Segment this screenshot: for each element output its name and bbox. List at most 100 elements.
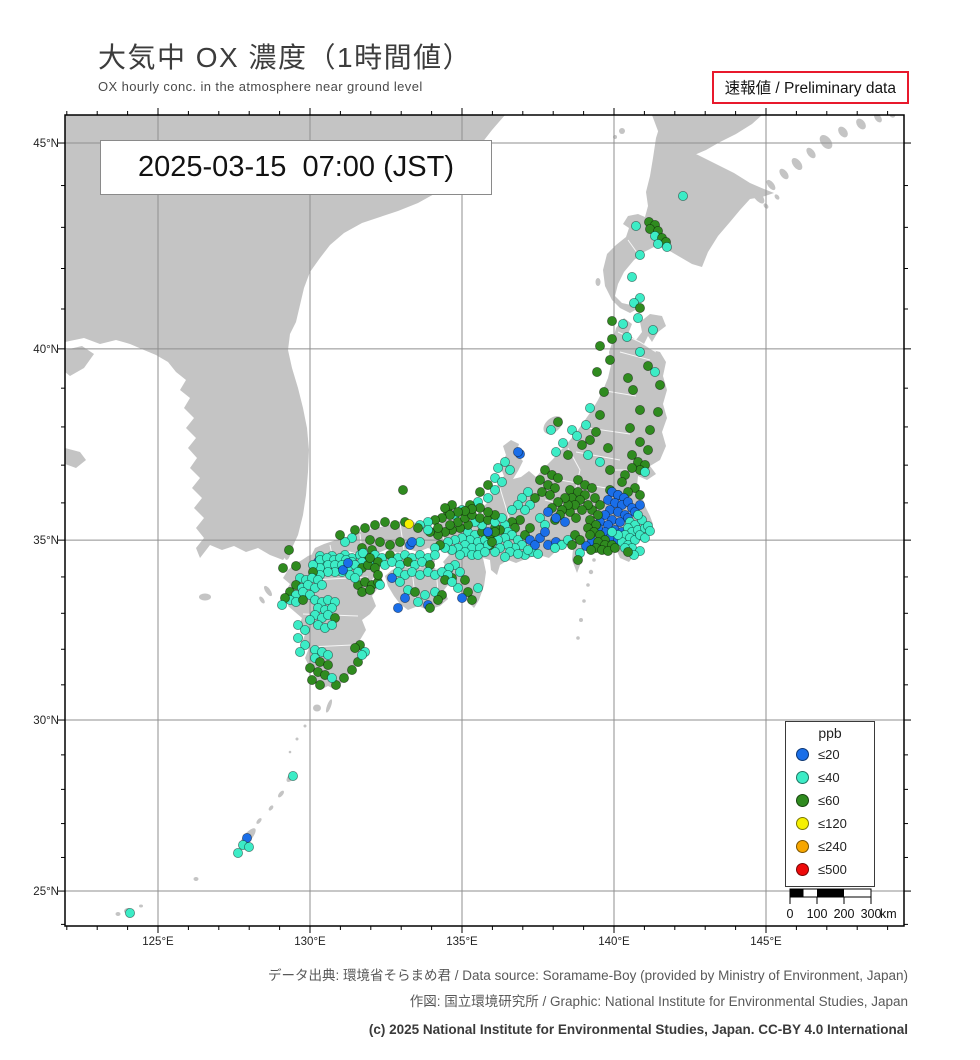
- landmass: [65, 448, 86, 468]
- station-dot: [635, 346, 646, 357]
- station-dot: [499, 456, 510, 467]
- station-dot: [550, 543, 561, 554]
- station-dot: [650, 366, 661, 377]
- prefecture-border: [399, 522, 405, 551]
- lat-axis-label: 40°N: [33, 344, 59, 356]
- station-dot: [653, 238, 664, 249]
- station-dot: [364, 585, 375, 596]
- station-dot: [662, 241, 673, 252]
- station-dot: [403, 519, 414, 530]
- station-dot: [349, 573, 360, 584]
- station-dot: [603, 442, 614, 453]
- landmass: [65, 346, 94, 376]
- station-dot: [394, 577, 405, 588]
- station-dot: [577, 439, 588, 450]
- legend-item-le120: ≤120: [786, 812, 874, 835]
- station-dot: [553, 472, 564, 483]
- station-dot: [631, 220, 642, 231]
- station-dot: [506, 504, 517, 515]
- station-dot: [627, 271, 638, 282]
- page-title: 大気中 OX 濃度（1時間値）: [98, 42, 473, 73]
- station-dot: [623, 547, 634, 558]
- station-dot: [357, 548, 368, 559]
- station-dot: [622, 331, 633, 342]
- station-dot: [394, 537, 405, 548]
- station-dot: [520, 504, 531, 515]
- island: [595, 278, 601, 286]
- prefecture-border: [499, 487, 510, 519]
- station-dot: [374, 537, 385, 548]
- station-dot: [623, 372, 634, 383]
- island: [774, 194, 780, 200]
- lon-axis-label: 130°E: [294, 936, 326, 948]
- station-dot: [352, 657, 363, 668]
- lat-axis-label: 30°N: [33, 715, 59, 727]
- station-dot: [553, 496, 564, 507]
- station-dot: [585, 434, 596, 445]
- station-dot: [571, 513, 582, 524]
- station-dot: [517, 492, 528, 503]
- station-dot: [530, 492, 541, 503]
- island: [278, 790, 284, 798]
- station-dot: [290, 561, 301, 572]
- legend-dot-yellow: [796, 817, 809, 830]
- island: [791, 157, 803, 171]
- station-dot: [573, 474, 584, 485]
- station-dot: [364, 553, 375, 564]
- station-dot: [617, 476, 628, 487]
- legend-dot-cyan: [796, 771, 809, 784]
- station-dot: [297, 595, 308, 606]
- landmass: [652, 115, 762, 156]
- station-dot: [530, 540, 541, 551]
- legend-label: ≤60: [818, 793, 840, 808]
- station-dot: [635, 436, 646, 447]
- island: [619, 128, 625, 134]
- station-dot: [560, 492, 571, 503]
- station-dot: [607, 527, 618, 538]
- station-dot: [607, 315, 618, 326]
- axis-labels: 125°E 130°E 135°E 140°E 145°E 45°N 40°N 35°N 30°…: [33, 138, 782, 948]
- legend-label: ≤500: [818, 862, 847, 877]
- station-dot: [452, 583, 463, 594]
- lon-axis-label: 135°E: [446, 936, 478, 948]
- station-dot: [630, 482, 641, 493]
- legend-item-le240: ≤240: [786, 835, 874, 858]
- station-dot: [625, 422, 636, 433]
- station-dot: [605, 464, 616, 475]
- station-dot: [299, 640, 310, 651]
- station-dot: [504, 464, 515, 475]
- legend: ppb ≤20 ≤40 ≤60 ≤120 ≤240 ≤500: [785, 721, 875, 887]
- station-dot: [618, 318, 629, 329]
- station-dot: [287, 771, 298, 782]
- legend-title: ppb: [818, 725, 842, 741]
- station-dot: [575, 535, 586, 546]
- station-dot: [605, 354, 616, 365]
- station-dot: [384, 540, 395, 551]
- station-dot: [645, 424, 656, 435]
- station-dot: [397, 484, 408, 495]
- station-dot: [586, 545, 597, 556]
- station-dot: [513, 446, 524, 457]
- station-dot: [356, 650, 367, 661]
- station-dot: [424, 603, 435, 614]
- station-dot: [523, 486, 534, 497]
- station-dot: [243, 842, 254, 853]
- station-dot: [316, 580, 327, 591]
- station-dot: [592, 366, 603, 377]
- station-dot: [326, 673, 337, 684]
- footer-graphic-credit: 作図: 国立環境研究所 / Graphic: National Institut…: [409, 994, 908, 1009]
- station-dot: [525, 523, 536, 534]
- station-dot: [429, 550, 440, 561]
- legend-dot-red: [796, 863, 809, 876]
- station-dot: [550, 482, 561, 493]
- footer-copyright: (c) 2025 National Institute for Environm…: [368, 1022, 908, 1037]
- station-dot: [474, 486, 485, 497]
- station-dot: [422, 525, 433, 536]
- legend-item-le60: ≤60: [786, 789, 874, 812]
- page-subtitle: OX hourly conc. in the atmosphere near g…: [98, 79, 423, 94]
- station-dot: [386, 573, 397, 584]
- scale-bar-unit: km: [880, 907, 897, 921]
- station-dot: [412, 597, 423, 608]
- station-dot: [583, 449, 594, 460]
